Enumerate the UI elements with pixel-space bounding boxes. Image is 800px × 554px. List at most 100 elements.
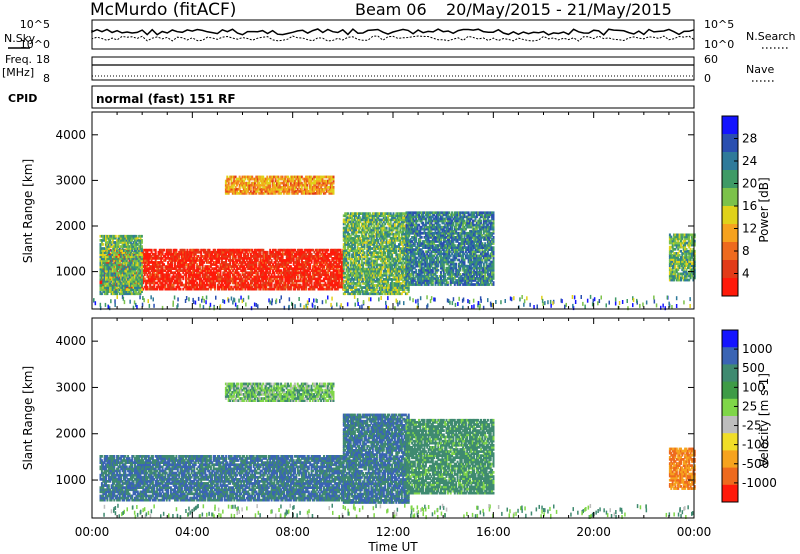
data-cell: [204, 273, 207, 277]
data-cell: [175, 250, 178, 254]
data-cell: [233, 263, 236, 266]
data-cell: [100, 243, 103, 246]
data-cell: [216, 269, 219, 272]
data-cell: [167, 269, 170, 272]
data-cell: [276, 283, 279, 287]
data-cell: [171, 267, 174, 270]
data-cell: [163, 275, 165, 279]
data-cell: [280, 261, 283, 264]
data-cell: [216, 273, 219, 277]
data-cell: [270, 259, 273, 262]
data-cell: [105, 282, 107, 285]
data-cell: [317, 279, 320, 283]
data-cell: [222, 271, 225, 275]
data-cell: [146, 279, 149, 283]
data-cell: [296, 279, 299, 283]
data-cell: [156, 261, 159, 264]
data-cell: [294, 283, 296, 287]
data-cell: [219, 263, 222, 266]
data-cell: [102, 247, 105, 250]
data-cell: [167, 277, 170, 281]
data-cell: [312, 248, 314, 252]
data-cell: [211, 263, 214, 266]
data-cell: [277, 281, 280, 285]
data-cell: [102, 251, 105, 254]
data-cell: [284, 263, 287, 266]
data-cell: [276, 250, 279, 254]
data-cell: [262, 287, 265, 291]
data-cell: [317, 252, 320, 256]
data-cell: [270, 265, 273, 268]
data-cell: [277, 279, 280, 283]
data-cell: [336, 281, 339, 285]
data-cell: [317, 265, 320, 268]
data-cell: [241, 273, 244, 277]
data-cell: [99, 243, 102, 246]
data-cell: [164, 252, 167, 256]
data-cell: [258, 248, 261, 252]
data-cell: [105, 261, 107, 264]
data-cell: [100, 265, 103, 269]
data-cell: [178, 285, 181, 289]
data-cell: [99, 278, 102, 281]
data-cell: [201, 271, 204, 275]
data-cell: [114, 269, 117, 273]
data-cell: [255, 287, 258, 291]
data-cell: [273, 257, 276, 260]
data-cell: [303, 267, 306, 270]
data-cell: [102, 255, 105, 259]
data-cell: [165, 252, 168, 256]
data-cell: [316, 259, 319, 262]
data-cell: [198, 250, 201, 254]
data-cell: [204, 267, 207, 270]
data-cell: [158, 257, 161, 260]
data-cell: [168, 267, 171, 270]
data-cell: [334, 248, 337, 252]
data-cell: [175, 269, 178, 272]
data-cell: [278, 279, 281, 283]
data-cell: [296, 283, 299, 287]
data-cell: [249, 287, 252, 291]
data-cell: [134, 252, 136, 256]
data-cell: [190, 259, 193, 262]
data-cell: [205, 267, 208, 270]
data-cell: [116, 278, 119, 281]
data-cell: [316, 267, 319, 270]
data-cell: [280, 271, 283, 275]
data-cell: [103, 267, 106, 271]
data-cell: [267, 259, 270, 262]
data-cell: [321, 279, 324, 283]
data-cell: [265, 261, 268, 264]
data-cell: [225, 273, 228, 277]
data-cell: [100, 286, 103, 289]
data-cell: [336, 259, 339, 262]
data-cell: [111, 282, 114, 285]
data-cell: [245, 275, 248, 279]
data-cell: [309, 265, 312, 268]
data-cell: [106, 280, 109, 283]
data-cell: [259, 252, 262, 256]
data-cell: [124, 287, 127, 291]
data-cell: [256, 252, 259, 256]
data-cell: [329, 261, 332, 264]
data-cell: [287, 255, 290, 258]
data-cell: [244, 275, 247, 279]
data-cell: [291, 257, 294, 260]
data-cell: [303, 250, 306, 254]
data-cell: [153, 267, 156, 270]
data-cell: [211, 283, 214, 287]
data-cell: [288, 271, 291, 275]
data-cell: [251, 277, 254, 281]
data-cell: [208, 267, 211, 270]
data-cell: [100, 279, 103, 283]
data-cell: [222, 267, 225, 270]
data-cell: [215, 277, 218, 281]
data-cell: [317, 267, 320, 270]
data-cell: [154, 269, 157, 272]
data-cell: [294, 273, 296, 277]
data-cell: [212, 267, 215, 270]
data-cell: [116, 255, 119, 258]
data-cell: [262, 248, 265, 252]
data-cell: [118, 248, 121, 252]
data-cell: [302, 269, 305, 272]
